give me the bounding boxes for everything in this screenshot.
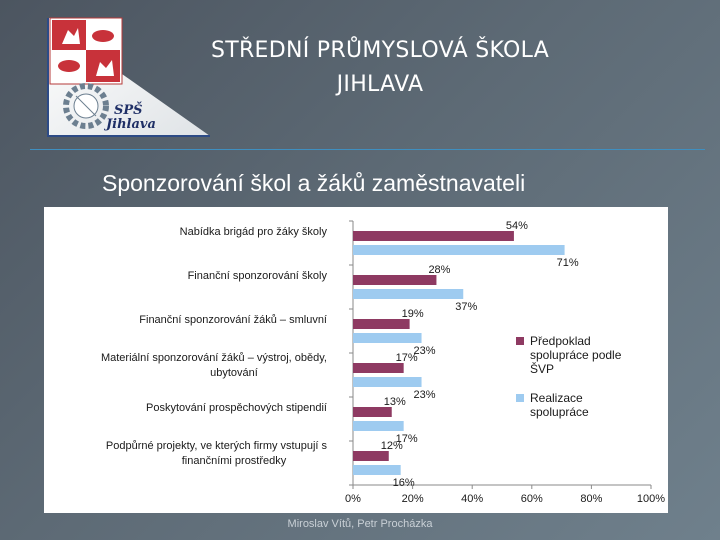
category-label: Finanční sponzorování žáků – smluvní bbox=[139, 314, 327, 326]
legend-label: spolupráce podle bbox=[530, 348, 622, 362]
data-label: 23% bbox=[414, 389, 436, 401]
x-tick-label: 60% bbox=[521, 493, 543, 505]
legend-label: Realizace bbox=[530, 391, 583, 405]
x-tick-label: 40% bbox=[461, 493, 483, 505]
slide-title: Sponzorování škol a žáků zaměstnavateli bbox=[102, 170, 526, 196]
school-logo: SPŠ Jihlava bbox=[44, 14, 214, 138]
logo-text-2: Jihlava bbox=[103, 117, 156, 132]
title-divider bbox=[30, 149, 705, 150]
data-label: 37% bbox=[455, 301, 477, 313]
category-label: Finanční sponzorování školy bbox=[188, 270, 328, 282]
data-label: 16% bbox=[393, 477, 415, 489]
data-label: 17% bbox=[396, 433, 418, 445]
legend-swatch bbox=[516, 337, 524, 345]
bar-expected bbox=[353, 231, 514, 241]
legend-swatch bbox=[516, 394, 524, 402]
legend-label: Předpoklad bbox=[530, 334, 591, 348]
school-name: STŘEDNÍ PRŮMYSLOVÁ ŠKOLA JIHLAVA bbox=[140, 34, 620, 102]
logo-text-1: SPŠ bbox=[114, 101, 143, 118]
x-tick-label: 80% bbox=[580, 493, 602, 505]
bar-expected bbox=[353, 275, 437, 285]
bar-expected bbox=[353, 407, 392, 417]
category-label: Nabídka brigád pro žáky školy bbox=[180, 226, 328, 238]
data-label: 71% bbox=[557, 257, 579, 269]
data-label: 13% bbox=[384, 396, 406, 408]
x-tick-label: 0% bbox=[345, 493, 361, 505]
category-label: ubytování bbox=[210, 367, 258, 379]
slide-footer: Miroslav Vítů, Petr Procházka bbox=[287, 518, 433, 530]
bar-realized bbox=[353, 465, 401, 475]
category-label: Materiální sponzorování žáků – výstroj, … bbox=[101, 352, 327, 364]
category-label: Podpůrné projekty, ve kterých firmy vstu… bbox=[106, 440, 328, 452]
bar-realized bbox=[353, 333, 422, 343]
chart-panel: Nabídka brigád pro žáky školy Finanční sp… bbox=[44, 207, 668, 513]
school-name-line1: STŘEDNÍ PRŮMYSLOVÁ ŠKOLA bbox=[210, 38, 550, 63]
legend-label: ŠVP bbox=[530, 361, 554, 376]
bar-realized bbox=[353, 421, 404, 431]
data-label: 28% bbox=[428, 264, 450, 276]
bar-realized bbox=[353, 245, 565, 255]
bar-expected bbox=[353, 319, 410, 329]
data-label: 12% bbox=[381, 440, 403, 452]
bar-realized bbox=[353, 289, 464, 299]
x-tick-label: 20% bbox=[402, 493, 424, 505]
school-name-line2: JIHLAVA bbox=[336, 72, 424, 97]
x-tick-label: 100% bbox=[637, 493, 665, 505]
category-label: Poskytování prospěchových stipendií bbox=[146, 402, 327, 414]
category-label: finančními prostředky bbox=[182, 455, 287, 467]
logo-emblem: SPŠ Jihlava bbox=[47, 17, 210, 137]
data-label: 17% bbox=[396, 352, 418, 364]
bar-chart: Nabídka brigád pro žáky školy Finanční sp… bbox=[101, 220, 665, 505]
bar-expected bbox=[353, 363, 404, 373]
legend-label: spolupráce bbox=[530, 405, 589, 419]
bar-expected bbox=[353, 451, 389, 461]
data-label: 19% bbox=[402, 308, 424, 320]
data-label: 23% bbox=[414, 345, 436, 357]
bar-realized bbox=[353, 377, 422, 387]
data-label: 54% bbox=[506, 220, 528, 232]
